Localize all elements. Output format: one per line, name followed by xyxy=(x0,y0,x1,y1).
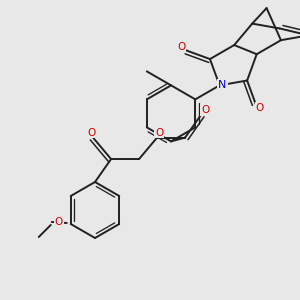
Text: O: O xyxy=(256,103,264,113)
Text: O: O xyxy=(201,105,209,115)
Text: O: O xyxy=(55,217,63,227)
Text: O: O xyxy=(87,128,95,138)
Text: N: N xyxy=(218,80,227,90)
Text: O: O xyxy=(177,42,185,52)
Text: O: O xyxy=(155,128,163,138)
